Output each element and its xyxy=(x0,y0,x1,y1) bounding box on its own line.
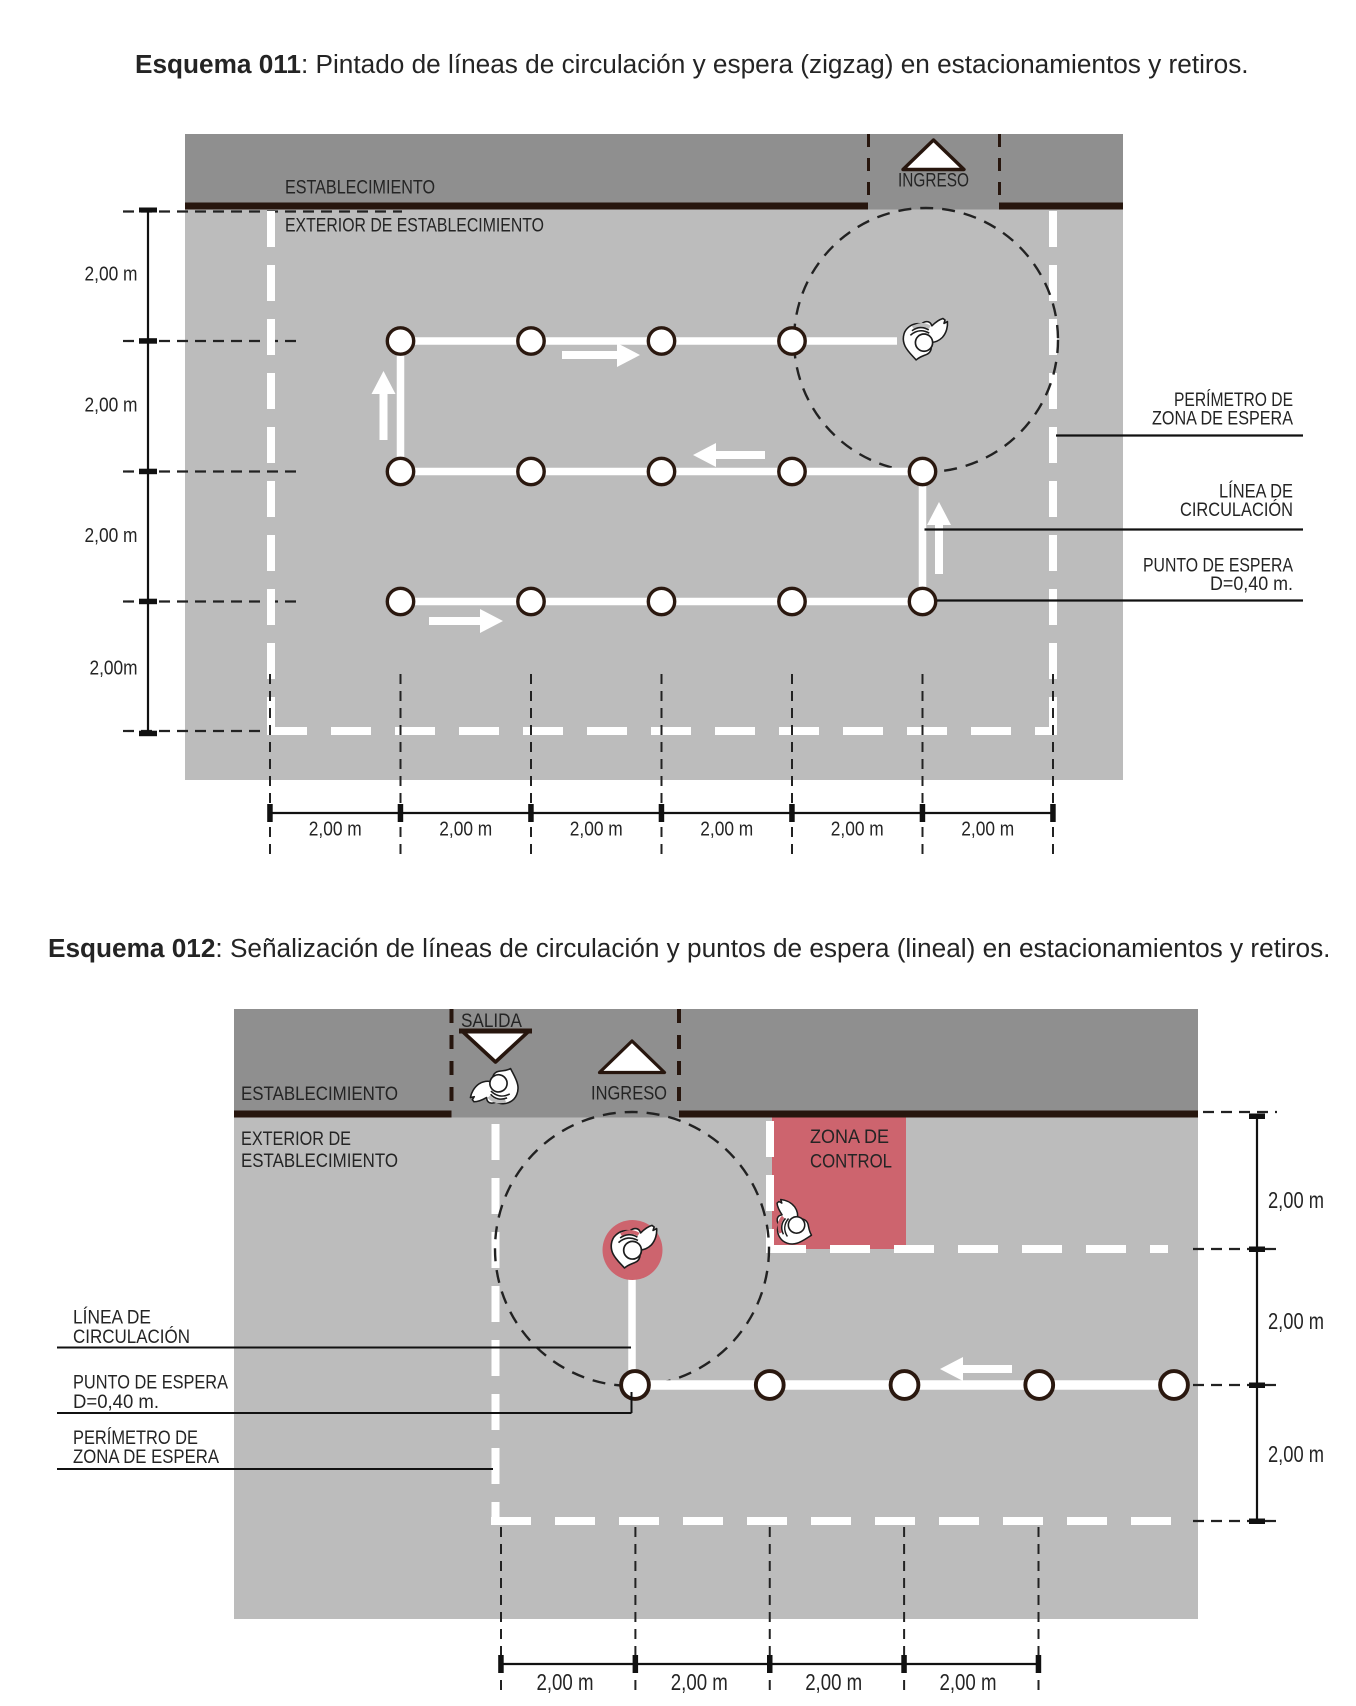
svg-text:LÍNEA DE: LÍNEA DE xyxy=(1219,480,1293,503)
svg-text:CIRCULACIÓN: CIRCULACIÓN xyxy=(1180,498,1293,521)
svg-text:CONTROL: CONTROL xyxy=(810,1152,892,1173)
svg-text:ZONA DE ESPERA: ZONA DE ESPERA xyxy=(73,1446,219,1468)
svg-text:2,00 m: 2,00 m xyxy=(439,819,492,841)
svg-text:INGRESO: INGRESO xyxy=(898,171,969,192)
svg-text:2,00 m: 2,00 m xyxy=(940,1669,997,1695)
svg-text:EXTERIOR DE: EXTERIOR DE xyxy=(241,1129,351,1150)
svg-text:ZONA DE: ZONA DE xyxy=(810,1127,889,1148)
svg-text:2,00 m: 2,00 m xyxy=(831,819,884,841)
svg-text:2,00 m: 2,00 m xyxy=(805,1669,862,1695)
svg-text:2,00 m: 2,00 m xyxy=(85,395,138,417)
svg-text:2,00 m: 2,00 m xyxy=(1268,1441,1324,1467)
svg-text:ZONA DE ESPERA: ZONA DE ESPERA xyxy=(1152,408,1293,430)
svg-text:D=0,40 m.: D=0,40 m. xyxy=(1210,573,1293,595)
svg-text:2,00 m: 2,00 m xyxy=(961,819,1014,841)
svg-text:2,00 m: 2,00 m xyxy=(85,525,138,547)
svg-text:PUNTO DE ESPERA: PUNTO DE ESPERA xyxy=(1143,555,1293,577)
svg-text:Esquema 012: Señalización de l: Esquema 012: Señalización de líneas de c… xyxy=(48,933,1330,963)
svg-text:2,00 m: 2,00 m xyxy=(309,819,362,841)
svg-text:2,00 m: 2,00 m xyxy=(700,819,753,841)
svg-text:LÍNEA DE: LÍNEA DE xyxy=(73,1306,151,1329)
svg-text:PUNTO DE ESPERA: PUNTO DE ESPERA xyxy=(73,1372,228,1394)
svg-text:CIRCULACIÓN: CIRCULACIÓN xyxy=(73,1325,190,1348)
svg-text:D=0,40 m.: D=0,40 m. xyxy=(73,1391,159,1413)
svg-text:ESTABLECIMIENTO: ESTABLECIMIENTO xyxy=(241,1151,398,1172)
svg-text:2,00 m: 2,00 m xyxy=(671,1669,728,1695)
svg-text:ESTABLECIMIENTO: ESTABLECIMIENTO xyxy=(241,1084,398,1105)
svg-text:2,00 m: 2,00 m xyxy=(1268,1187,1324,1213)
svg-text:2,00 m: 2,00 m xyxy=(85,264,138,286)
svg-text:2,00 m: 2,00 m xyxy=(537,1669,594,1695)
svg-text:PERÍMETRO DE: PERÍMETRO DE xyxy=(73,1426,198,1449)
svg-text:ESTABLECIMIENTO: ESTABLECIMIENTO xyxy=(285,178,435,199)
svg-text:PERÍMETRO DE: PERÍMETRO DE xyxy=(1174,388,1293,411)
svg-text:SALIDA: SALIDA xyxy=(461,1011,522,1032)
svg-text:EXTERIOR DE ESTABLECIMIENTO: EXTERIOR DE ESTABLECIMIENTO xyxy=(285,216,544,237)
svg-text:2,00 m: 2,00 m xyxy=(570,819,623,841)
svg-text:2,00m: 2,00m xyxy=(90,658,138,680)
svg-text:INGRESO: INGRESO xyxy=(591,1084,667,1105)
svg-text:Esquema 011: Pintado de líneas: Esquema 011: Pintado de líneas de circul… xyxy=(135,49,1249,79)
svg-text:2,00 m: 2,00 m xyxy=(1268,1308,1324,1334)
